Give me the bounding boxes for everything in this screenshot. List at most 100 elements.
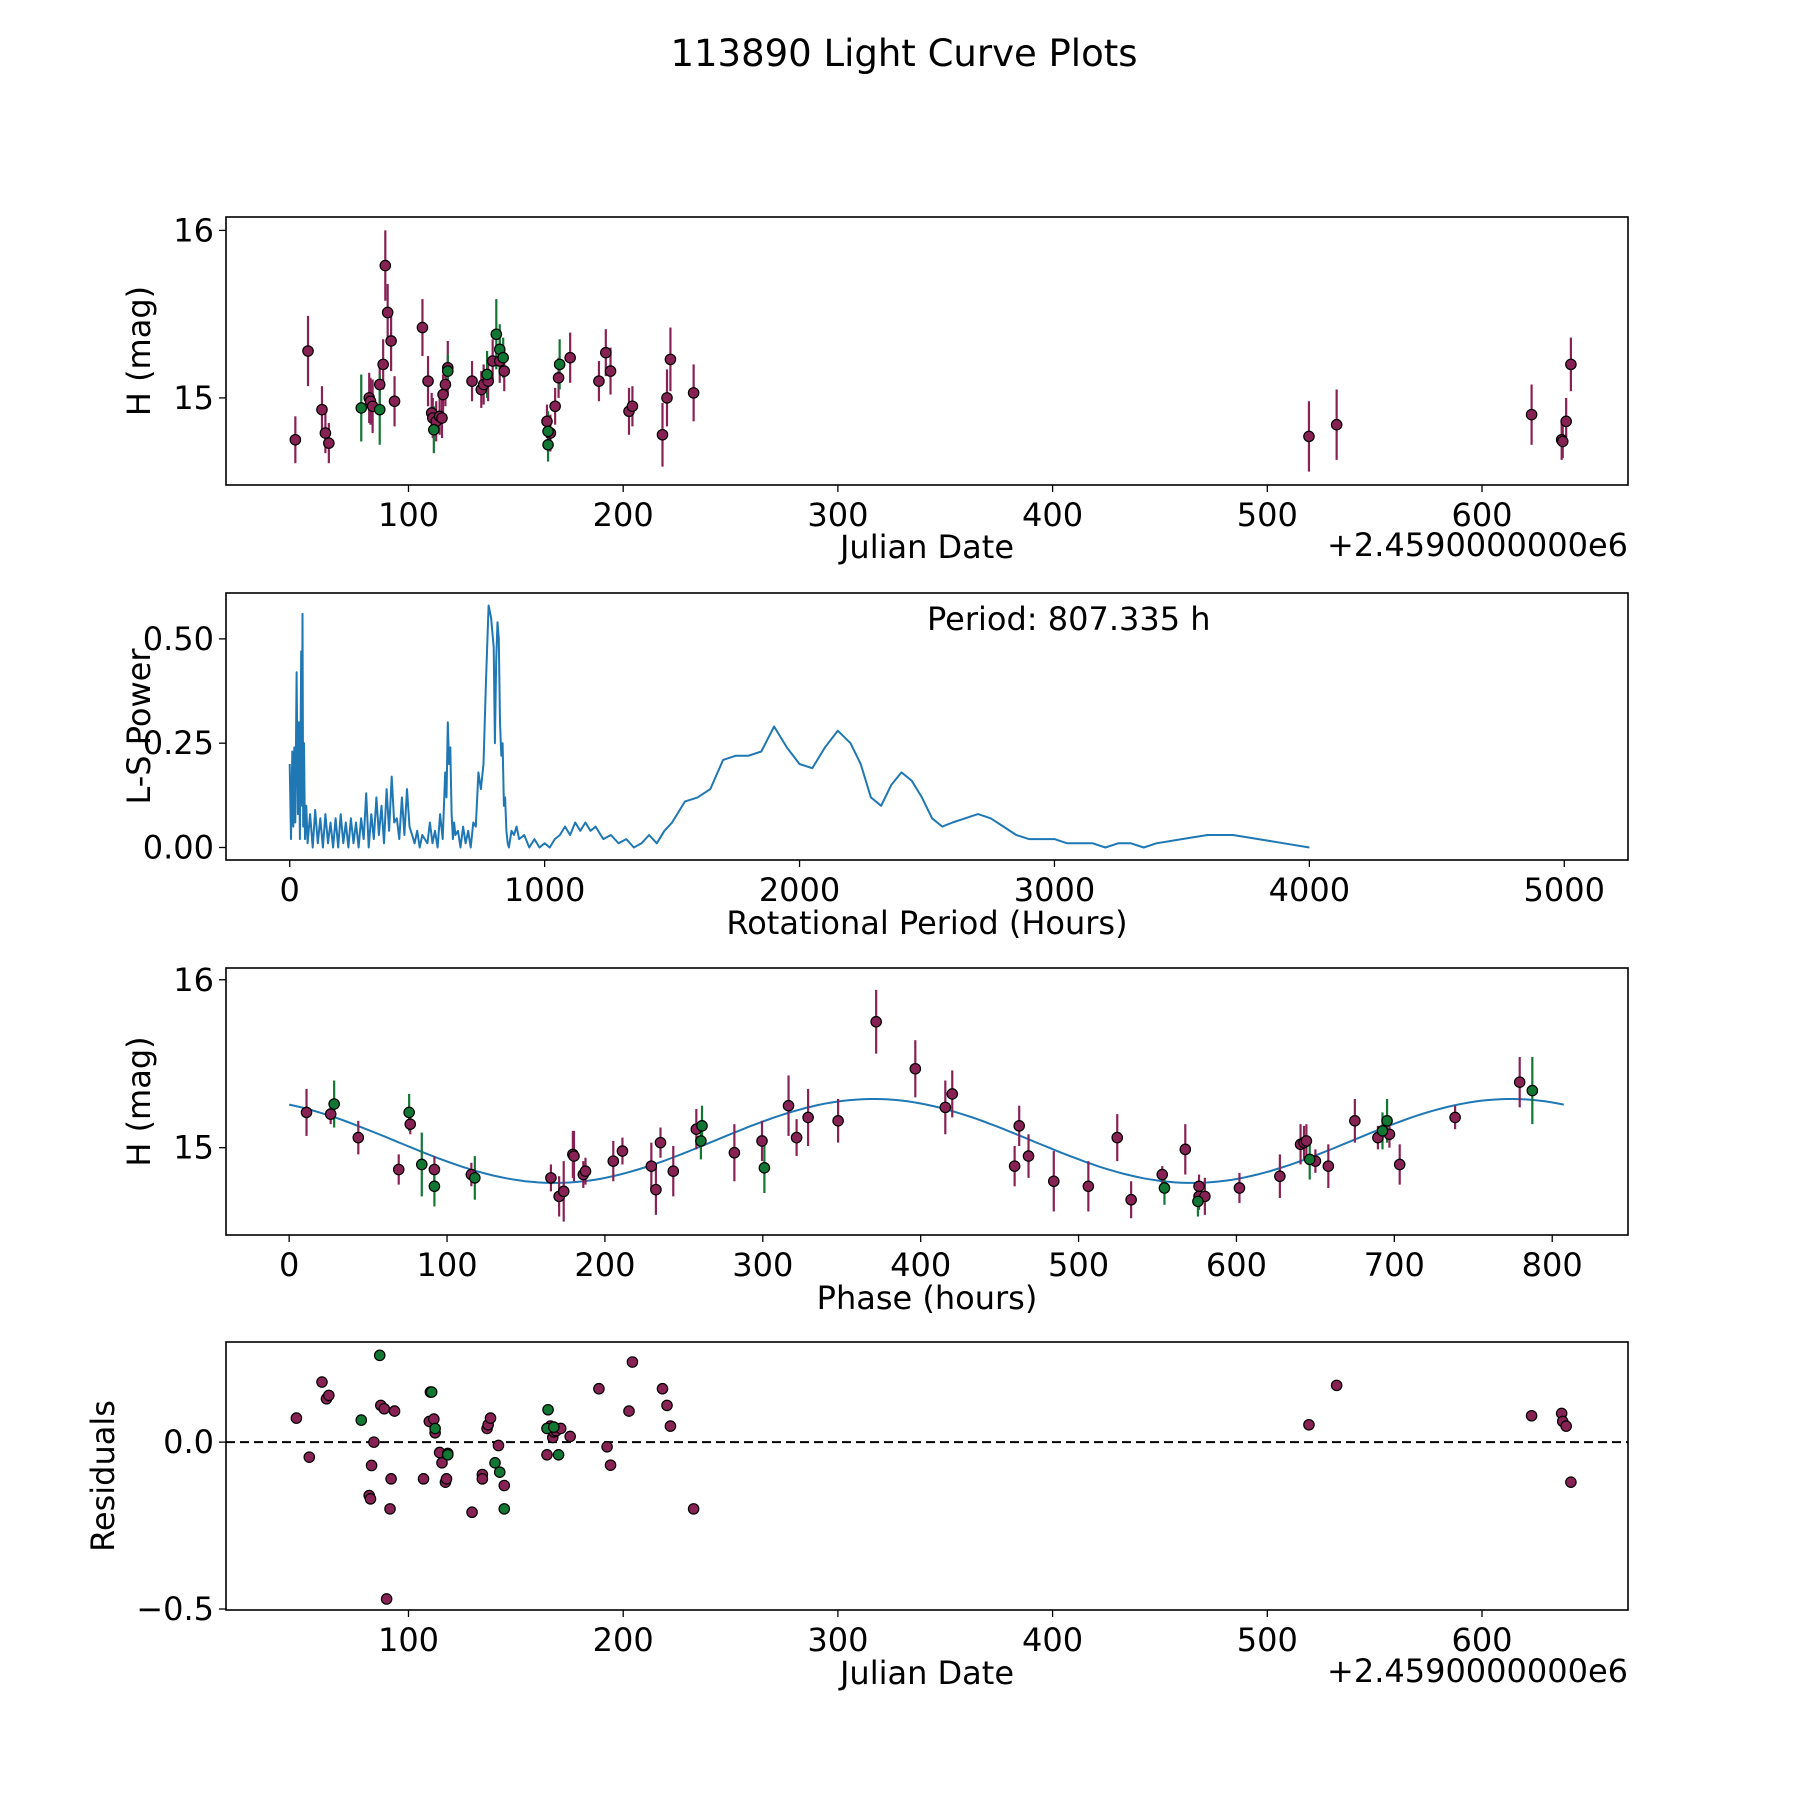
x-tick-label: 200 <box>574 1246 635 1284</box>
data-point <box>490 328 503 341</box>
data-point <box>323 1389 335 1402</box>
data-point <box>661 1399 673 1412</box>
phased-frame <box>225 967 1629 1236</box>
data-point <box>379 259 392 272</box>
x-tick-label: 400 <box>1022 496 1083 534</box>
data-point <box>392 1163 405 1176</box>
data-point <box>466 1506 478 1519</box>
x-tick-label: 200 <box>593 496 654 534</box>
data-point <box>388 395 401 408</box>
data-point <box>385 1473 397 1485</box>
data-point <box>316 403 328 416</box>
data-point <box>381 306 394 319</box>
data-point <box>1449 1111 1461 1124</box>
x-tick-label: 700 <box>1364 1246 1425 1284</box>
data-point <box>429 1422 441 1435</box>
x-tick-label: 400 <box>1022 1621 1083 1659</box>
data-point <box>425 1386 438 1398</box>
data-point <box>909 1062 922 1075</box>
x-tick-label: 0 <box>279 1246 299 1284</box>
data-point <box>415 1158 428 1171</box>
data-point <box>650 1183 662 1196</box>
y-axis-label: H (mag) <box>120 286 158 416</box>
data-point <box>1303 430 1315 443</box>
data-point <box>484 1412 497 1424</box>
data-point <box>1179 1143 1192 1156</box>
data-point <box>493 1466 506 1478</box>
data-point <box>481 368 493 381</box>
x-tick-label: 100 <box>378 1621 439 1659</box>
period-annotation: Period: 807.335 h <box>927 600 1211 638</box>
x-offset-label: +2.4590000000e6 <box>1327 1652 1628 1690</box>
data-point <box>1330 1379 1343 1392</box>
data-point <box>1560 1420 1572 1432</box>
data-point <box>568 1150 580 1162</box>
data-point <box>428 1180 441 1193</box>
data-point <box>946 1088 959 1100</box>
periodogram-line <box>288 604 1310 849</box>
x-tick-label: 3000 <box>1014 871 1095 909</box>
data-point <box>498 365 511 377</box>
data-point <box>368 1436 380 1448</box>
data-point <box>1560 415 1572 428</box>
data-point <box>557 1185 570 1198</box>
data-point <box>1192 1195 1204 1208</box>
x-tick-label: 800 <box>1522 1246 1583 1284</box>
data-point <box>656 428 669 441</box>
residuals-plot-area <box>226 1349 1628 1605</box>
data-point <box>1233 1182 1246 1194</box>
x-tick-label: 4000 <box>1269 871 1350 909</box>
x-axis-label: Julian Date <box>838 528 1014 566</box>
data-point <box>687 387 700 399</box>
data-point <box>695 1135 707 1147</box>
y-tick-label: 16 <box>173 961 214 999</box>
x-tick-label: 100 <box>416 1246 477 1284</box>
data-point <box>607 1155 620 1167</box>
data-point <box>1322 1160 1335 1172</box>
data-point <box>416 321 429 334</box>
data-point <box>728 1146 741 1159</box>
data-point <box>645 1160 658 1172</box>
data-point <box>422 375 434 387</box>
data-point <box>373 378 386 391</box>
data-point <box>476 1473 489 1485</box>
data-point <box>593 1382 605 1395</box>
data-point <box>1008 1160 1021 1172</box>
data-point <box>384 1503 396 1515</box>
data-point <box>552 1449 565 1461</box>
data-point <box>616 1145 629 1157</box>
data-point <box>440 1473 453 1485</box>
data-point <box>1525 1409 1538 1422</box>
data-point <box>604 365 617 377</box>
phased-plot-area <box>288 989 1564 1222</box>
y-tick-label: 0.0 <box>163 1423 214 1461</box>
data-point <box>378 1402 391 1415</box>
y-tick-label: −0.5 <box>136 1590 214 1628</box>
y-axis-label: H (mag) <box>120 1036 158 1166</box>
data-point <box>1022 1150 1035 1162</box>
residuals-axes: 100 200 300 400 500 600 −0.5 0.0 Julian Date Resi… <box>84 1341 1629 1692</box>
data-point <box>870 1015 882 1028</box>
data-point <box>1274 1170 1286 1183</box>
data-point <box>661 392 673 404</box>
data-point <box>545 1172 557 1184</box>
data-point <box>549 400 561 413</box>
data-point <box>1349 1115 1361 1127</box>
data-point <box>466 375 478 387</box>
x-tick-label: 600 <box>1451 1621 1512 1659</box>
data-point <box>1158 1182 1171 1194</box>
periodogram-frame <box>225 592 1629 861</box>
x-tick-label: 500 <box>1237 1621 1298 1659</box>
data-point <box>1303 1418 1315 1431</box>
data-point <box>417 1473 430 1485</box>
x-tick-label: 500 <box>1237 496 1298 534</box>
data-point <box>1125 1193 1137 1206</box>
data-point <box>1013 1120 1026 1132</box>
x-tick-label: 1000 <box>504 871 585 909</box>
x-axis-label: Rotational Period (Hours) <box>726 904 1127 942</box>
data-point <box>664 353 677 366</box>
x-tick-label: 200 <box>593 1621 654 1659</box>
data-point <box>601 1440 613 1453</box>
